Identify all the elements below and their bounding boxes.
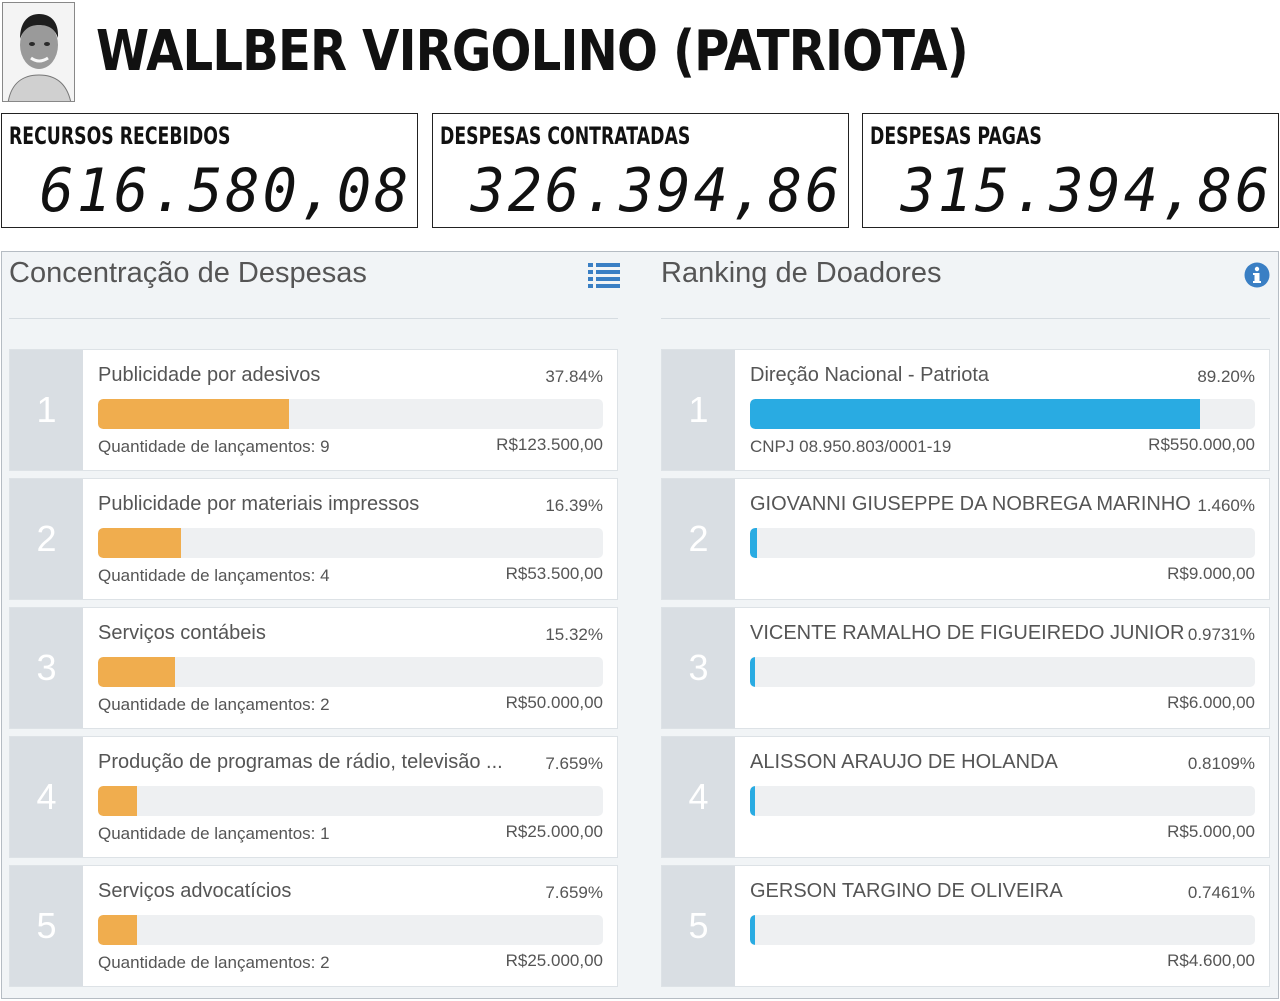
divider xyxy=(661,318,1270,319)
candidate-name: WALLBER VIRGOLINO (PATRIOTA) xyxy=(96,19,969,84)
donor-name: GIOVANNI GIUSEPPE DA NOBREGA MARINHO xyxy=(750,493,1190,515)
summary-label: RECURSOS RECEBIDOS xyxy=(9,122,231,150)
expense-count: Quantidade de lançamentos: 2 xyxy=(98,695,330,714)
expense-row[interactable]: 1 Publicidade por adesivos 37.84% Quanti… xyxy=(9,349,618,471)
rank-number: 3 xyxy=(10,608,83,728)
donor-amount: R$6.000,00 xyxy=(1167,693,1255,712)
donor-row[interactable]: 5 GERSON TARGINO DE OLIVEIRA 0.7461% R$4… xyxy=(661,865,1270,987)
donor-amount: R$550.000,00 xyxy=(1148,435,1255,454)
donor-amount: R$5.000,00 xyxy=(1167,822,1255,841)
progress-bar xyxy=(750,528,1255,558)
expense-amount: R$25.000,00 xyxy=(505,951,603,970)
donor-percent: 0.8109% xyxy=(1187,754,1255,773)
progress-bar xyxy=(98,528,603,558)
expense-count: Quantidade de lançamentos: 9 xyxy=(98,437,330,456)
expense-count: Quantidade de lançamentos: 4 xyxy=(98,566,330,585)
expense-amount: R$123.500,00 xyxy=(496,435,603,454)
expense-row[interactable]: 3 Serviços contábeis 15.32% Quantidade d… xyxy=(9,607,618,729)
progress-bar xyxy=(750,657,1255,687)
progress-bar-fill xyxy=(98,657,176,687)
expenses-title: Concentração de Despesas xyxy=(9,257,367,289)
expense-name: Produção de programas de rádio, televisã… xyxy=(98,751,503,773)
progress-bar-fill xyxy=(750,657,755,687)
donor-amount: R$9.000,00 xyxy=(1167,564,1255,583)
donor-row[interactable]: 3 VICENTE RAMALHO DE FIGUEIREDO JUNIOR 0… xyxy=(661,607,1270,729)
donor-percent: 0.9731% xyxy=(1187,625,1255,644)
expense-name: Publicidade por materiais impressos xyxy=(98,493,420,515)
progress-bar xyxy=(750,399,1255,429)
rank-number: 1 xyxy=(662,350,735,470)
expense-percent: 16.39% xyxy=(545,496,603,515)
donor-percent: 89.20% xyxy=(1197,367,1255,386)
rank-number: 5 xyxy=(10,866,83,986)
expense-count: Quantidade de lançamentos: 1 xyxy=(98,824,330,843)
donor-amount: R$4.600,00 xyxy=(1167,951,1255,970)
progress-bar-fill xyxy=(750,528,758,558)
header: WALLBER VIRGOLINO (PATRIOTA) xyxy=(0,0,1280,106)
donor-document: CNPJ 08.950.803/0001-19 xyxy=(750,437,952,456)
progress-bar-fill xyxy=(98,528,181,558)
progress-bar-fill xyxy=(98,786,137,816)
donor-percent: 1.460% xyxy=(1197,496,1255,515)
dashboard-panel: Concentração de Despesas 1 Publicidade p… xyxy=(1,251,1279,999)
expense-row[interactable]: 5 Serviços advocatícios 7.659% Quantidad… xyxy=(9,865,618,987)
summary-label: DESPESAS PAGAS xyxy=(870,122,1042,150)
rank-number: 4 xyxy=(662,737,735,857)
progress-bar-fill xyxy=(750,399,1201,429)
expense-percent: 7.659% xyxy=(545,754,603,773)
progress-bar-fill xyxy=(750,915,755,945)
progress-bar-fill xyxy=(98,915,137,945)
expense-amount: R$50.000,00 xyxy=(505,693,603,712)
rank-number: 2 xyxy=(10,479,83,599)
expense-count: Quantidade de lançamentos: 2 xyxy=(98,953,330,972)
expense-row[interactable]: 2 Publicidade por materiais impressos 16… xyxy=(9,478,618,600)
summary-value: 315.394,86 xyxy=(900,156,1272,226)
candidate-photo xyxy=(3,3,74,101)
rank-number: 4 xyxy=(10,737,83,857)
expense-name: Publicidade por adesivos xyxy=(98,364,321,386)
expense-row[interactable]: 4 Produção de programas de rádio, televi… xyxy=(9,736,618,858)
summary-resources-received: RECURSOS RECEBIDOS 616.580,08 xyxy=(1,113,418,228)
expense-amount: R$25.000,00 xyxy=(505,822,603,841)
donor-row[interactable]: 4 ALISSON ARAUJO DE HOLANDA 0.8109% R$5.… xyxy=(661,736,1270,858)
donor-name: ALISSON ARAUJO DE HOLANDA xyxy=(750,751,1058,773)
expense-percent: 37.84% xyxy=(545,367,603,386)
expense-name: Serviços advocatícios xyxy=(98,880,292,902)
progress-bar xyxy=(750,786,1255,816)
donor-name: Direção Nacional - Patriota xyxy=(750,364,989,386)
donors-title: Ranking de Doadores xyxy=(661,257,942,289)
expense-name: Serviços contábeis xyxy=(98,622,266,644)
donor-row[interactable]: 2 GIOVANNI GIUSEPPE DA NOBREGA MARINHO 1… xyxy=(661,478,1270,600)
summary-expenses-contracted: DESPESAS CONTRATADAS 326.394,86 xyxy=(432,113,849,228)
donor-percent: 0.7461% xyxy=(1187,883,1255,902)
list-icon[interactable] xyxy=(588,262,620,293)
progress-bar xyxy=(98,915,603,945)
divider xyxy=(9,318,618,319)
progress-bar xyxy=(98,786,603,816)
progress-bar xyxy=(98,399,603,429)
progress-bar xyxy=(98,657,603,687)
summary-value: 616.580,08 xyxy=(39,156,411,226)
donor-name: VICENTE RAMALHO DE FIGUEIREDO JUNIOR xyxy=(750,622,1185,644)
expense-percent: 7.659% xyxy=(545,883,603,902)
rank-number: 1 xyxy=(10,350,83,470)
summary-expenses-paid: DESPESAS PAGAS 315.394,86 xyxy=(862,113,1279,228)
progress-bar-fill xyxy=(750,786,755,816)
rank-number: 5 xyxy=(662,866,735,986)
rank-number: 3 xyxy=(662,608,735,728)
rank-number: 2 xyxy=(662,479,735,599)
info-icon[interactable] xyxy=(1244,262,1270,293)
progress-bar xyxy=(750,915,1255,945)
donor-name: GERSON TARGINO DE OLIVEIRA xyxy=(750,880,1063,902)
progress-bar-fill xyxy=(98,399,290,429)
avatar xyxy=(2,2,75,102)
donor-row[interactable]: 1 Direção Nacional - Patriota 89.20% CNP… xyxy=(661,349,1270,471)
expense-percent: 15.32% xyxy=(545,625,603,644)
donors-column: Ranking de Doadores 1 Direção Nacional -… xyxy=(661,252,1270,998)
summary-label: DESPESAS CONTRATADAS xyxy=(440,122,691,150)
summary-value: 326.394,86 xyxy=(470,156,842,226)
expense-amount: R$53.500,00 xyxy=(505,564,603,583)
expenses-column: Concentração de Despesas 1 Publicidade p… xyxy=(9,252,620,998)
